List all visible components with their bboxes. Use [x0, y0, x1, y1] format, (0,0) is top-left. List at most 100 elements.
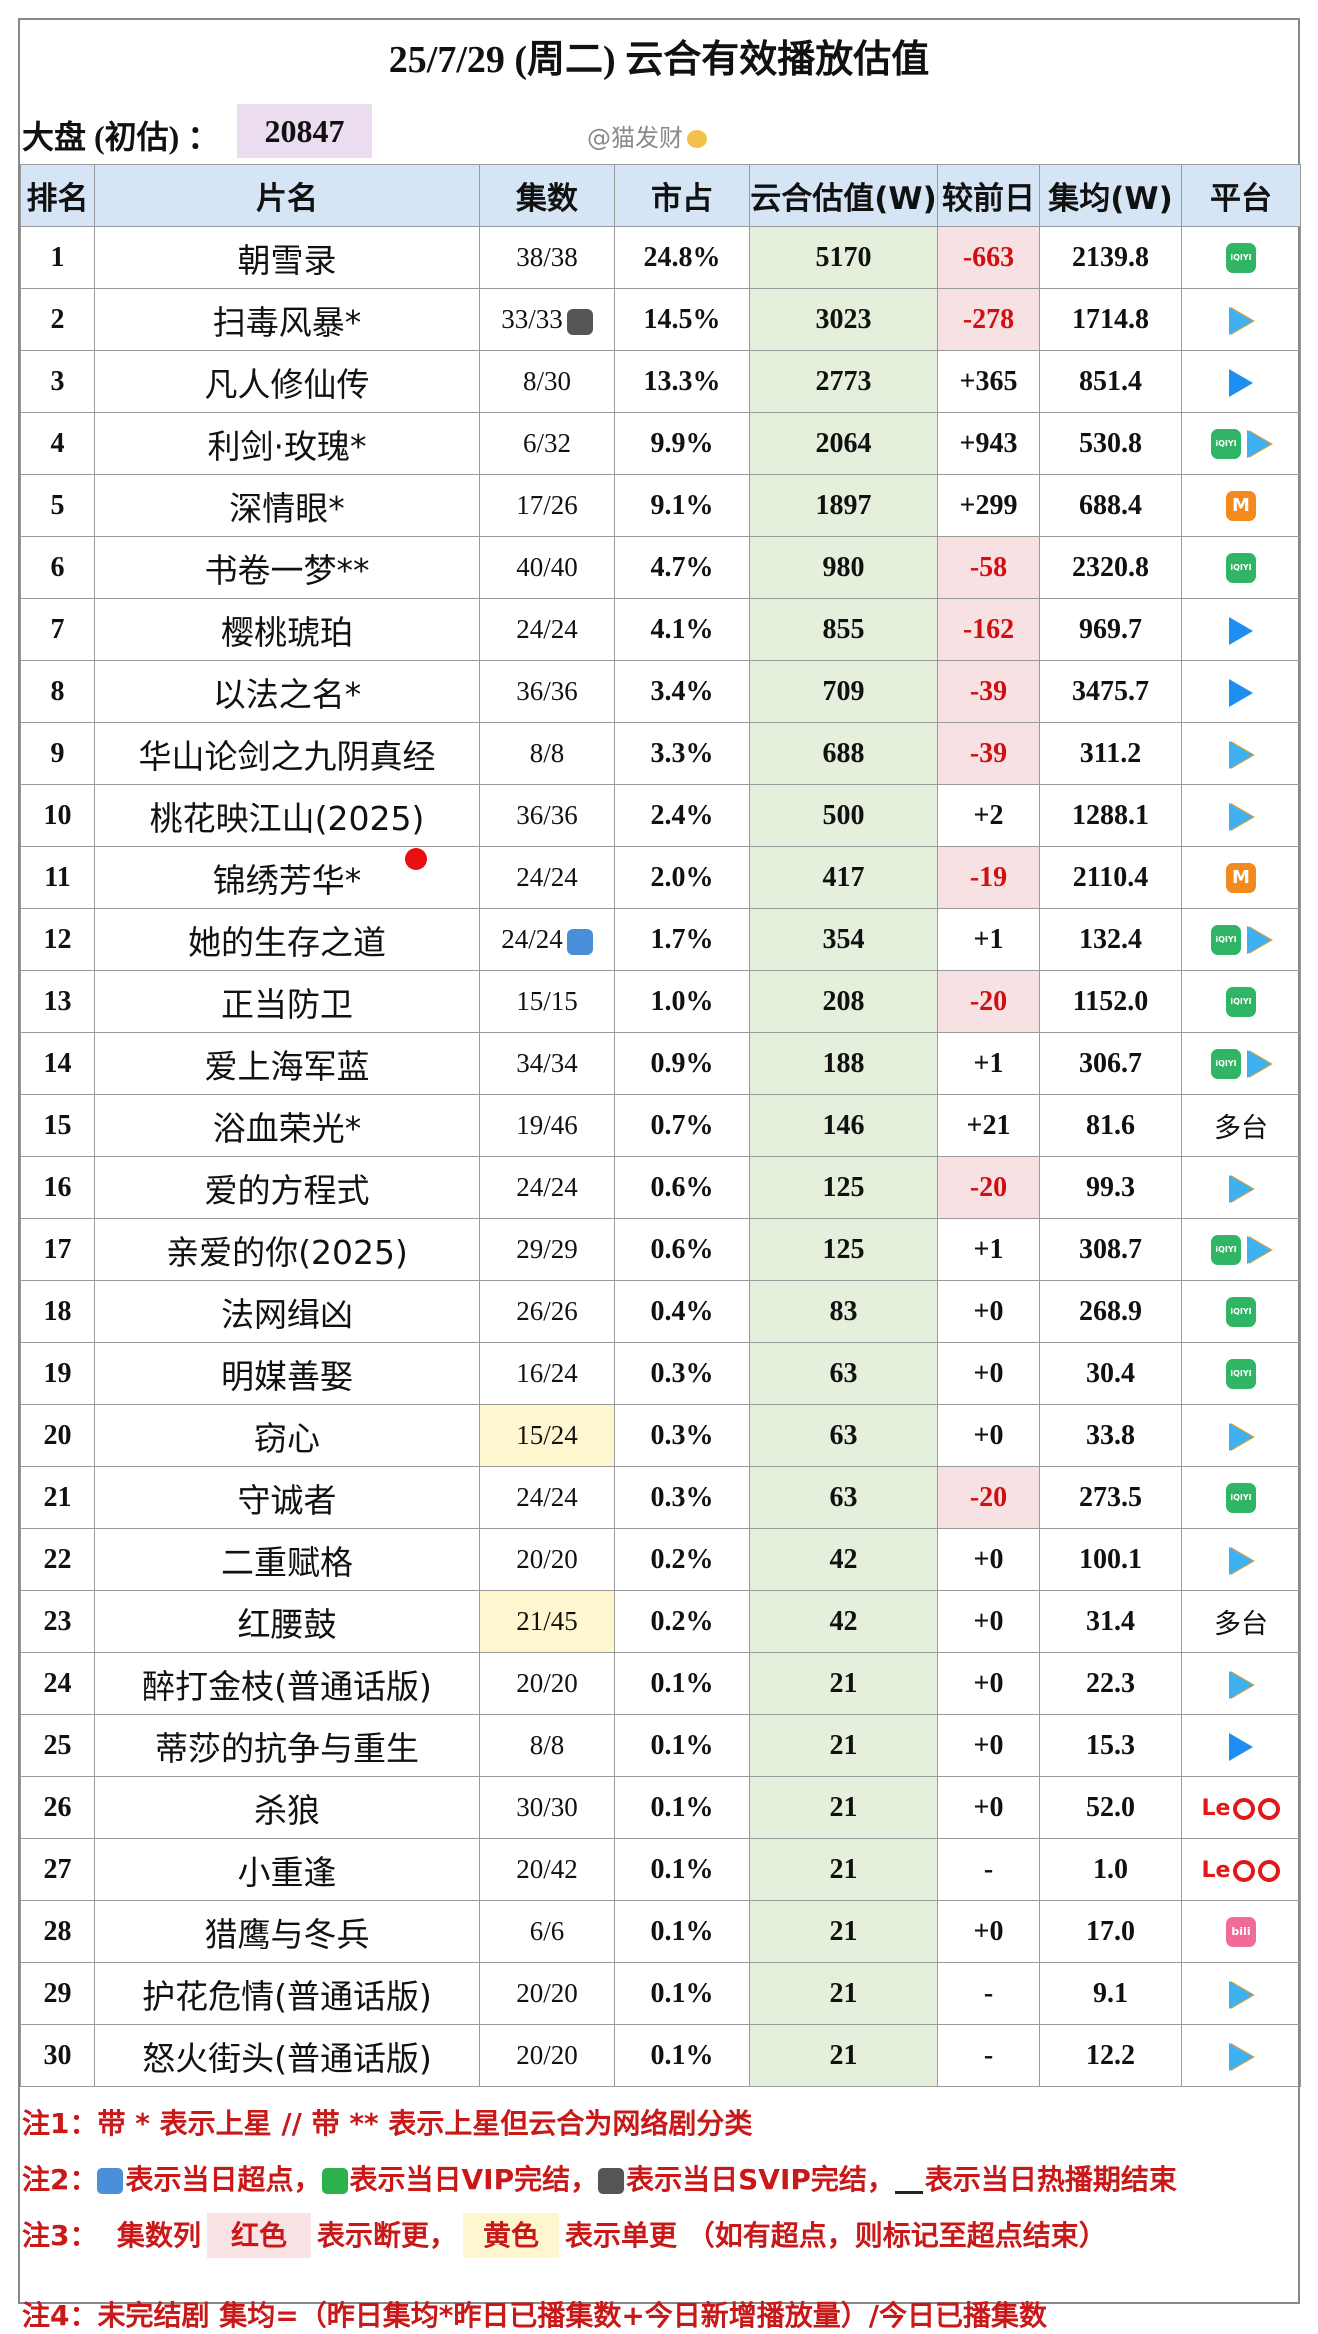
title-cell: 凡人修仙传 — [94, 350, 480, 413]
change-cell: +0 — [937, 1590, 1040, 1653]
avg-cell: 1.0 — [1039, 1838, 1182, 1901]
platform-cell — [1181, 2024, 1301, 2087]
episodes-text: 34/34 — [516, 1048, 578, 1078]
platform-cell: iQIYI — [1181, 908, 1301, 971]
rank-cell: 11 — [20, 846, 95, 909]
share-cell: 0.9% — [614, 1032, 750, 1095]
rank-cell: 20 — [20, 1404, 95, 1467]
share-cell: 3.3% — [614, 722, 750, 785]
episodes-cell: 26/26 — [479, 1280, 615, 1343]
episodes-text: 8/30 — [522, 366, 571, 396]
platform-cell: iQIYI — [1181, 536, 1301, 599]
rank-cell: 21 — [20, 1466, 95, 1529]
rank-cell: 15 — [20, 1094, 95, 1157]
table-row: 12 她的生存之道 24/24 1.7% 354 +1 132.4 iQIYI — [20, 908, 1301, 971]
vip-check-icon — [321, 2168, 348, 2194]
value-cell: 855 — [749, 598, 938, 661]
title-cell: 深情眼* — [94, 474, 480, 537]
rank-cell: 24 — [20, 1652, 95, 1715]
share-cell: 4.7% — [614, 536, 750, 599]
youku-icon — [1229, 368, 1253, 397]
value-cell: 1897 — [749, 474, 938, 537]
share-cell: 0.1% — [614, 1714, 750, 1777]
letv-logo-icon: Le — [1201, 1796, 1231, 1821]
value-cell: 500 — [749, 784, 938, 847]
value-cell: 709 — [749, 660, 938, 723]
avg-cell: 52.0 — [1039, 1776, 1182, 1839]
share-cell: 9.1% — [614, 474, 750, 537]
share-cell: 14.5% — [614, 288, 750, 351]
episodes-text: 29/29 — [516, 1234, 578, 1264]
change-cell: -20 — [937, 970, 1040, 1033]
rank-cell: 7 — [20, 598, 95, 661]
title-cell: 怒火街头(普通话版) — [94, 2024, 480, 2087]
platform-cell: iQIYI — [1181, 412, 1301, 475]
platform-cell: iQIYI — [1181, 1032, 1301, 1095]
note-1: 注1：带 * 表示上星 // 带 ** 表示上星但云合为网络剧分类 — [22, 2107, 753, 2140]
table-row: 19 明媒善娶 16/24 0.3% 63 +0 30.4 iQIYI — [20, 1342, 1301, 1405]
avg-cell: 1714.8 — [1039, 288, 1182, 351]
value-cell: 21 — [749, 1776, 938, 1839]
avg-cell: 33.8 — [1039, 1404, 1182, 1467]
table-row: 25 蒂莎的抗争与重生 8/8 0.1% 21 +0 15.3 — [20, 1714, 1301, 1777]
episodes-text: 6/32 — [522, 428, 571, 458]
share-cell: 3.4% — [614, 660, 750, 723]
change-cell: +21 — [937, 1094, 1040, 1157]
iqiyi-icon: iQIYI — [1226, 243, 1256, 274]
note-3-red: 红色 — [207, 2213, 312, 2258]
change-cell: +299 — [937, 474, 1040, 537]
avg-cell: 99.3 — [1039, 1156, 1182, 1219]
share-cell: 9.9% — [614, 412, 750, 475]
tencent-video-icon — [1229, 740, 1253, 769]
platform-text: 多台 — [1214, 1113, 1268, 1144]
rank-cell: 14 — [20, 1032, 95, 1095]
record-circle-icon — [1258, 1859, 1281, 1882]
table-row: 24 醉打金枝(普通话版) 20/20 0.1% 21 +0 22.3 — [20, 1652, 1301, 1715]
platform-cell: M — [1181, 474, 1301, 537]
episodes-text: 38/38 — [516, 242, 578, 272]
platform-cell: M — [1181, 846, 1301, 909]
title-cell: 浴血荣光* — [94, 1094, 480, 1157]
table-row: 3 凡人修仙传 8/30 13.3% 2773 +365 851.4 — [20, 350, 1301, 413]
episodes-cell: 20/42 — [479, 1838, 615, 1901]
value-cell: 21 — [749, 2024, 938, 2087]
episodes-text: 21/45 — [516, 1606, 578, 1636]
tencent-video-icon — [1247, 926, 1271, 955]
letv-logo-icon: Le — [1201, 1858, 1231, 1883]
rank-cell: 18 — [20, 1280, 95, 1343]
tencent-video-icon — [1229, 1670, 1253, 1699]
avg-cell: 100.1 — [1039, 1528, 1182, 1591]
share-cell: 0.2% — [614, 1528, 750, 1591]
change-cell: -663 — [937, 226, 1040, 289]
mango-tv-icon: M — [1226, 491, 1256, 522]
platform-cell — [1181, 660, 1301, 723]
rank-cell: 17 — [20, 1218, 95, 1281]
episodes-cell: 20/20 — [479, 1962, 615, 2025]
tencent-video-icon — [1247, 1236, 1271, 1265]
value-cell: 5170 — [749, 226, 938, 289]
platform-cell: iQIYI — [1181, 1280, 1301, 1343]
title-cell: 利剑·玫瑰* — [94, 412, 480, 475]
change-cell: +0 — [937, 1342, 1040, 1405]
table-row: 4 利剑·玫瑰* 6/32 9.9% 2064 +943 530.8 iQIYI — [20, 412, 1301, 475]
title-cell: 法网缉凶 — [94, 1280, 480, 1343]
watermark: @猫发财 — [587, 118, 707, 153]
episodes-cell: 6/32 — [479, 412, 615, 475]
change-cell: - — [937, 1962, 1040, 2025]
value-cell: 146 — [749, 1094, 938, 1157]
iqiyi-icon: iQIYI — [1226, 1359, 1256, 1390]
change-cell: +2 — [937, 784, 1040, 847]
iqiyi-icon: iQIYI — [1211, 429, 1241, 460]
table-row: 20 窃心 15/24 0.3% 63 +0 33.8 — [20, 1404, 1301, 1467]
title-cell: 明媒善娶 — [94, 1342, 480, 1405]
avg-cell: 3475.7 — [1039, 660, 1182, 723]
red-dot-mark — [405, 848, 427, 870]
share-cell: 0.1% — [614, 1776, 750, 1839]
col-value: 云合估值(W) — [749, 164, 938, 227]
value-cell: 63 — [749, 1404, 938, 1467]
youku-icon — [1229, 1732, 1253, 1761]
episodes-cell: 6/6 — [479, 1900, 615, 1963]
avg-cell: 530.8 — [1039, 412, 1182, 475]
episodes-cell: 34/34 — [479, 1032, 615, 1095]
change-cell: +0 — [937, 1528, 1040, 1591]
